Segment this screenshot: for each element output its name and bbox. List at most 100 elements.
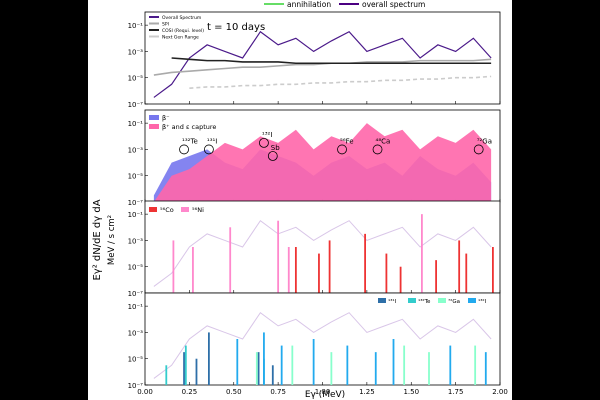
legend-overall-label: overall spectrum — [362, 0, 425, 9]
legend-annihilation-label: annihilation — [287, 0, 331, 9]
isotope-annotation-label: ⁴⁸Ca — [376, 137, 391, 145]
y-tick-label: 10⁻³ — [128, 146, 144, 154]
isotope-annotation-label: ⁵⁶Fe — [340, 137, 354, 145]
bar-mark — [374, 352, 377, 385]
legend-swatch — [181, 207, 189, 212]
panel-1: 10⁻¹ 10⁻³ 10⁻⁵ 10⁻⁷ Overall SpectrumSPICOSI … — [128, 11, 501, 109]
isotope-annotation-label: ⁷²Ga — [477, 137, 492, 145]
bar-mark — [465, 253, 468, 293]
legend-label: ⁵⁶Co — [160, 206, 174, 214]
bar-mark — [257, 352, 260, 385]
bar-mark — [312, 339, 315, 385]
y-axis-label-unit: MeV / s cm² — [107, 215, 117, 265]
bar-mark — [287, 247, 290, 293]
bar-mark — [492, 247, 494, 293]
x-tick-label: 0.00 — [137, 388, 153, 396]
bar-mark — [328, 240, 331, 293]
y-axis-label: Eγ² dN/dE dγ dA MeV / s cm² — [92, 199, 117, 280]
bar-mark — [271, 365, 274, 385]
bar-mark — [280, 345, 283, 385]
panel-4-frame — [144, 292, 501, 386]
bar-mark — [255, 352, 258, 385]
y-tick-label: 10⁻¹ — [128, 22, 144, 30]
bar-mark — [184, 345, 187, 385]
overall-trace-line — [153, 312, 492, 379]
bar-mark — [318, 253, 320, 293]
bar-mark — [385, 253, 388, 293]
x-axis-label: Eγ (MeV) — [305, 390, 345, 400]
panel-3-frame — [144, 200, 501, 294]
y-tick-label: 10⁻⁵ — [128, 264, 144, 272]
bar-mark — [449, 345, 452, 385]
isotope-annotation-label: ¹³²I — [262, 131, 272, 139]
bar-mark — [403, 345, 406, 385]
isotope-marker-circle — [473, 144, 484, 155]
panel-3-legend: ⁵⁶Co ⁵⁶Ni — [149, 206, 204, 214]
bar-mark — [172, 240, 175, 293]
bar-mark — [165, 365, 168, 385]
panel-2: 10⁻¹ 10⁻³ 10⁻⁵ 10⁻⁷ β⁻β⁺ and ε capture ¹³²Te ¹… — [128, 109, 501, 207]
x-tick-label: 1.00 — [315, 388, 331, 396]
legend-swatch — [438, 298, 446, 303]
isotope-annotation-label: ¹³²Te — [182, 137, 198, 145]
bar-mark — [236, 339, 239, 385]
legend-label: ⁷²Ga — [448, 298, 460, 305]
x-tick-label: 0.50 — [226, 388, 242, 396]
x-tick-label: 0.25 — [182, 388, 198, 396]
panels: 10⁻¹ 10⁻³ 10⁻⁵ 10⁻⁷ Overall SpectrumSPICOSI … — [128, 11, 508, 396]
legend-label: Overall Spectrum — [162, 15, 201, 21]
y-tick-label: 10⁻³ — [128, 48, 144, 56]
x-tick-label: 1.50 — [403, 388, 419, 396]
panel-4-legend: ¹³¹I ¹³²Te ⁷²Ga ¹³²I — [378, 298, 487, 305]
isotope-marker-circle — [267, 151, 278, 161]
bar-mark — [263, 332, 265, 385]
legend-label: ¹³¹I — [388, 298, 397, 305]
bar-mark — [474, 345, 477, 385]
y-tick-label: 10⁻¹ — [128, 211, 144, 219]
isotope-annotation-label: Sb — [271, 144, 280, 152]
isotope-marker-circle — [372, 144, 383, 155]
legend-label: ¹³²Te — [418, 298, 431, 305]
series-line-3 — [189, 75, 492, 90]
legend-swatch — [149, 124, 159, 129]
bar-mark — [208, 332, 210, 385]
x-tick-label: 1.25 — [359, 388, 375, 396]
isotope-marker-circle — [259, 137, 269, 148]
bar-mark — [392, 339, 395, 385]
bar-mark — [229, 227, 232, 293]
panel-1-frame — [144, 11, 501, 105]
y-tick-label: 10⁻¹ — [128, 303, 144, 311]
legend-label: COSI (Requi. level) — [162, 28, 204, 34]
y-tick-label: 10⁻⁷ — [128, 199, 144, 207]
x-tick-label: 2.00 — [492, 388, 508, 396]
bar-mark — [428, 352, 430, 385]
y-tick-label: 10⁻³ — [128, 237, 144, 245]
panel-3: 10⁻¹ 10⁻³ 10⁻⁵ 10⁻⁷ ⁵⁶Co ⁵⁶Ni — [128, 200, 501, 298]
series-line-0 — [153, 30, 492, 98]
legend-label: β⁻ — [162, 114, 170, 122]
legend-swatch — [149, 115, 159, 120]
legend-swatch — [149, 207, 157, 212]
series-line-2 — [171, 57, 492, 65]
bar-mark — [330, 352, 333, 385]
x-tick-label: 1.75 — [448, 388, 464, 396]
bar-mark — [435, 260, 437, 293]
legend-label: β⁺ and ε capture — [162, 123, 216, 131]
overall-trace-line — [153, 220, 492, 287]
legend-label: ¹³²I — [478, 298, 487, 305]
legend-swatch — [378, 298, 386, 303]
isotope-marker-circle — [337, 144, 347, 155]
legend-swatch — [468, 298, 476, 303]
legend-swatch — [408, 298, 416, 303]
y-tick-label: 10⁻³ — [128, 329, 144, 337]
time-annotation: t = 10 days — [207, 22, 265, 33]
legend-label: SPI — [162, 22, 169, 28]
area-series-1 — [153, 123, 492, 202]
bar-mark — [277, 220, 280, 293]
y-axis-label-main: Eγ² dN/dE dγ dA — [92, 199, 103, 280]
y-tick-label: 10⁻¹ — [128, 120, 144, 128]
isotope-annotation-label: ¹³¹I — [207, 137, 217, 145]
x-tick-label: 0.75 — [270, 388, 286, 396]
panel-4: 10⁻¹10⁻³10⁻⁵10⁻⁷0.00 0.25 0.50 0.75 1.00 1.25… — [128, 292, 508, 396]
